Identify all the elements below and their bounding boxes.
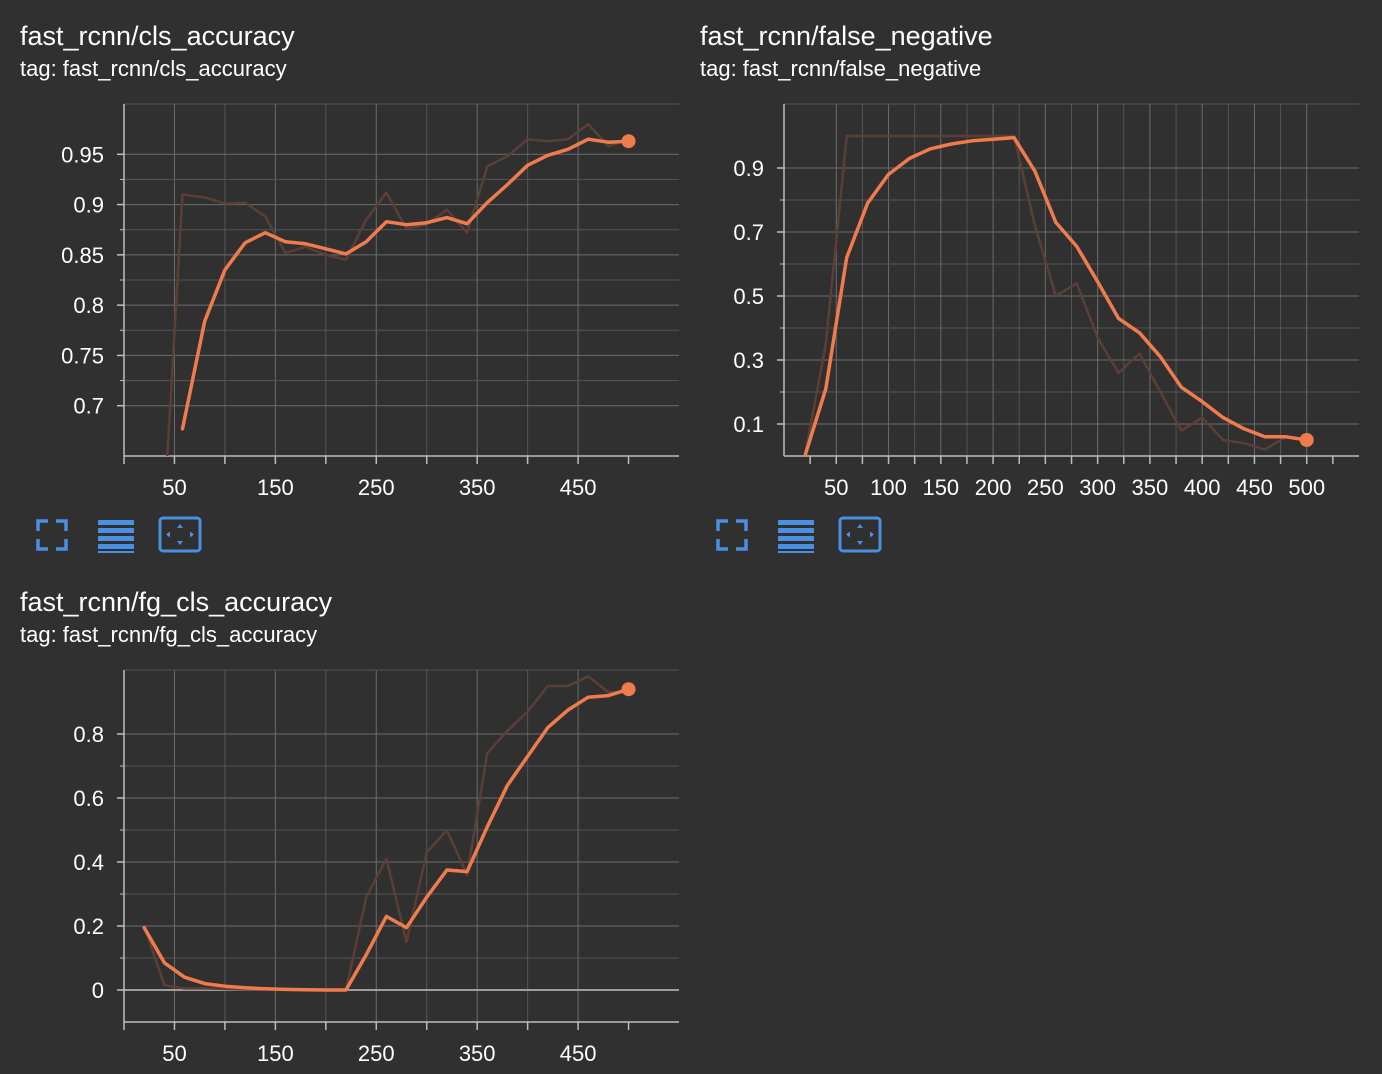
raw-series-line <box>166 122 630 456</box>
chart-card-cls-accuracy: fast_rcnn/cls_accuracy tag: fast_rcnn/cl… <box>0 0 680 565</box>
x-tick-label: 250 <box>358 475 395 500</box>
fullscreen-icon <box>36 519 68 551</box>
y-tick-label: 0.1 <box>733 412 764 437</box>
x-tick-label: 350 <box>459 1041 496 1066</box>
fit-domain-icon <box>838 516 882 553</box>
fit-domain-button[interactable] <box>838 515 882 555</box>
fullscreen-button[interactable] <box>32 515 72 555</box>
card-title: fast_rcnn/fg_cls_accuracy <box>20 587 333 617</box>
y-tick-label: 0.9 <box>73 193 104 218</box>
x-tick-label: 500 <box>1288 475 1325 500</box>
fit-domain-button[interactable] <box>158 515 202 555</box>
y-tick-label: 0.6 <box>73 786 104 811</box>
y-tick-label: 0.9 <box>733 156 764 181</box>
x-tick-label: 450 <box>1236 475 1273 500</box>
y-tick-label: 0.2 <box>73 914 104 939</box>
last-point-marker <box>1299 433 1314 447</box>
y-tick-label: 0.5 <box>733 284 764 309</box>
y-tick-label: 0.95 <box>61 142 104 167</box>
y-tick-label: 0.4 <box>73 850 104 875</box>
card-tag: tag: fast_rcnn/cls_accuracy <box>20 56 287 81</box>
y-tick-label: 0.8 <box>73 722 104 747</box>
x-tick-label: 100 <box>870 475 907 500</box>
fullscreen-button[interactable] <box>712 515 752 555</box>
fullscreen-icon <box>716 519 748 551</box>
x-tick-label: 350 <box>459 475 496 500</box>
x-tick-label: 300 <box>1079 475 1116 500</box>
line-chart-fg-cls-accuracy[interactable]: 50 150 250 350 450 0 0.2 0.4 0.6 0.8 <box>0 654 680 1074</box>
last-point-marker <box>621 134 636 149</box>
line-chart-false-negative[interactable]: 50 100 150 200 250 300 350 400 450 500 0.1 0.3 0.5 0.… <box>680 88 1360 508</box>
x-tick-label: 250 <box>1027 475 1064 500</box>
card-tag: tag: fast_rcnn/false_negative <box>700 56 982 81</box>
smoothed-series-line <box>142 687 631 992</box>
chart-card-fg-cls-accuracy: fast_rcnn/fg_cls_accuracy tag: fast_rcnn… <box>0 566 680 1074</box>
y-tick-label: 0.85 <box>61 243 104 268</box>
y-tick-label: 0.75 <box>61 343 104 368</box>
data-table-icon <box>98 520 134 553</box>
smoothed-series-line <box>803 135 1309 456</box>
smoothed-series-line <box>180 137 631 431</box>
x-tick-label: 150 <box>257 1041 294 1066</box>
x-tick-label: 150 <box>922 475 959 500</box>
y-tick-label: 0.7 <box>73 394 104 419</box>
x-tick-label: 350 <box>1132 475 1169 500</box>
card-title: fast_rcnn/cls_accuracy <box>20 21 295 51</box>
x-tick-label: 50 <box>824 475 848 500</box>
y-tick-label: 0 <box>92 978 104 1003</box>
fit-domain-icon <box>158 516 202 553</box>
x-tick-label: 400 <box>1184 475 1221 500</box>
x-tick-label: 150 <box>257 475 294 500</box>
raw-series-line <box>142 675 630 992</box>
card-title: fast_rcnn/false_negative <box>700 21 993 51</box>
x-tick-label: 50 <box>162 1041 186 1066</box>
x-tick-label: 250 <box>358 1041 395 1066</box>
y-tick-label: 0.3 <box>733 348 764 373</box>
data-table-button[interactable] <box>96 515 136 555</box>
x-tick-label: 200 <box>975 475 1012 500</box>
x-tick-label: 450 <box>560 475 597 500</box>
raw-series-line <box>803 134 1308 456</box>
chart-card-false-negative: fast_rcnn/false_negative tag: fast_rcnn/… <box>680 0 1360 565</box>
data-table-button[interactable] <box>776 515 816 555</box>
line-chart-cls-accuracy[interactable]: 50 150 250 350 450 0.7 0.75 0.8 0.85 0.9 0.95 <box>0 88 680 508</box>
data-table-icon <box>778 520 814 553</box>
y-tick-label: 0.8 <box>73 293 104 318</box>
x-tick-label: 450 <box>560 1041 597 1066</box>
x-tick-label: 50 <box>162 475 186 500</box>
last-point-marker <box>621 682 636 697</box>
card-tag: tag: fast_rcnn/fg_cls_accuracy <box>20 622 318 647</box>
y-tick-label: 0.7 <box>733 220 764 245</box>
